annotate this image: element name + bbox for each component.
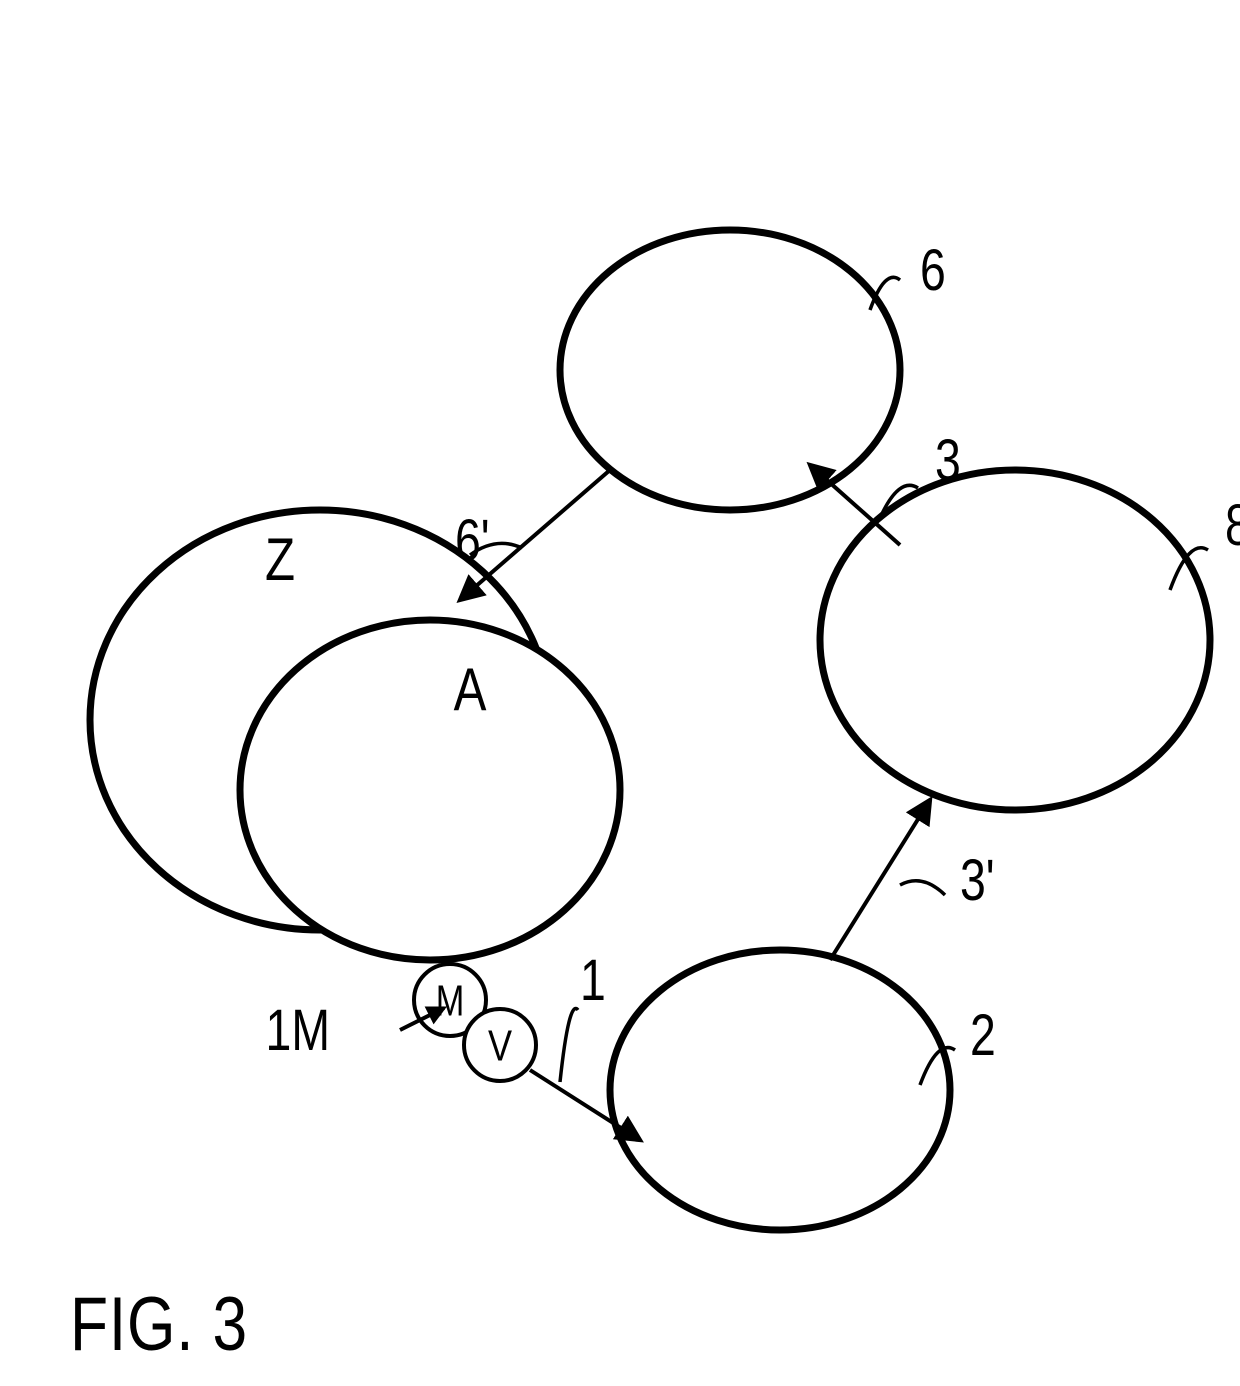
ref-1-text: 1: [580, 948, 606, 1013]
ref-1m-text: 1M: [266, 998, 330, 1063]
node-6: [560, 230, 900, 510]
figure-label: FIG. 3: [70, 1281, 248, 1366]
ref-3: 3: [935, 428, 961, 493]
ref-3prime: 3': [960, 848, 995, 913]
ref-2: 2: [970, 1003, 996, 1068]
ref-8-text: 8: [1225, 493, 1240, 558]
ref-6prime: 6': [455, 508, 490, 573]
node-2: [610, 950, 950, 1230]
ref-6-text: 6: [920, 238, 946, 303]
ref-8: 8: [1225, 493, 1240, 558]
ref-3-text: 3: [935, 428, 961, 493]
node-8: [820, 470, 1210, 810]
ref-3prime-text: 3': [960, 848, 995, 913]
ref-3prime-leader: [900, 881, 945, 895]
ref-2-text: 2: [970, 1003, 996, 1068]
ref-6prime-text: 6': [455, 508, 490, 573]
label-m: M: [436, 976, 465, 1025]
label-v: V: [488, 1021, 512, 1070]
label-a: A: [454, 655, 487, 723]
ref-1: 1: [580, 948, 606, 1013]
ref-6: 6: [920, 238, 946, 303]
node-a: [240, 620, 620, 960]
label-z: Z: [265, 525, 295, 593]
ref-1-leader: [560, 1009, 578, 1083]
